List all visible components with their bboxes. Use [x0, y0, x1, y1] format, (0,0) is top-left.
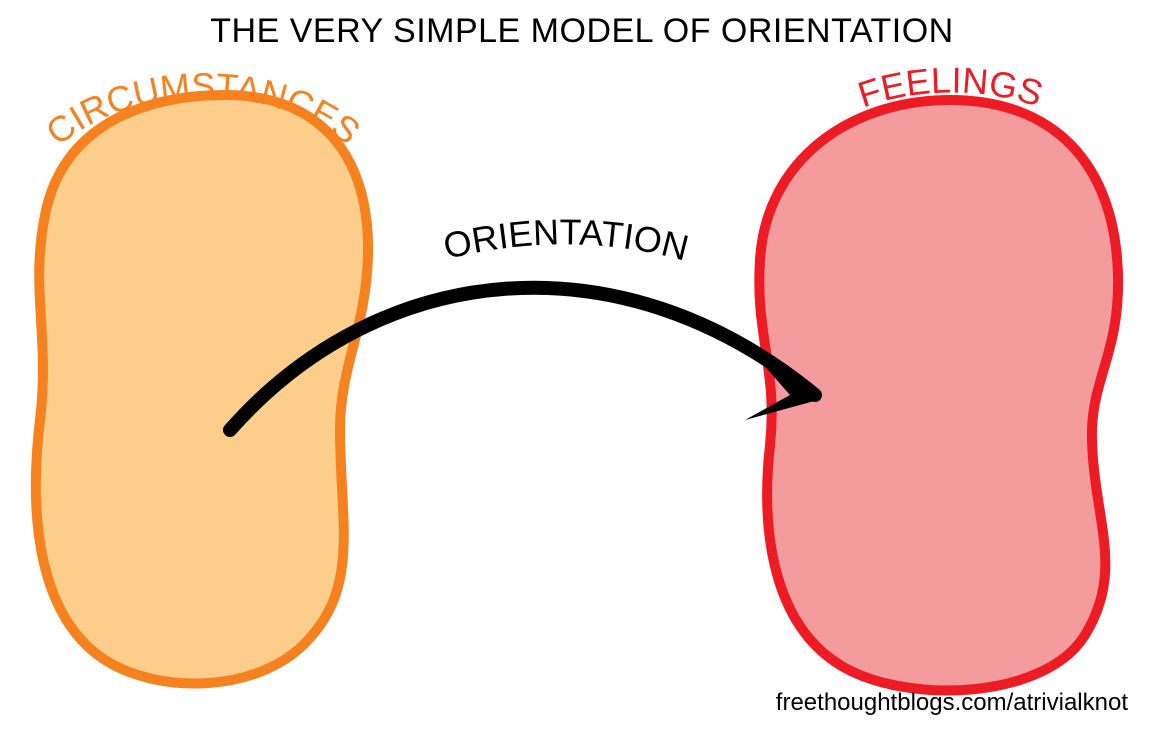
- diagram-stage: THE VERY SIMPLE MODEL OF ORIENTATION CIR…: [0, 0, 1164, 731]
- credit-text: freethoughtblogs.com/atrivialknot: [776, 689, 1128, 717]
- orientation-label-textpath: ORIENTATION: [439, 211, 692, 268]
- circumstances-blob: [36, 95, 368, 684]
- orientation-label: ORIENTATION: [439, 211, 692, 268]
- diagram-svg: CIRCUMSTANCES FEELINGS ORIENTATION: [0, 0, 1164, 731]
